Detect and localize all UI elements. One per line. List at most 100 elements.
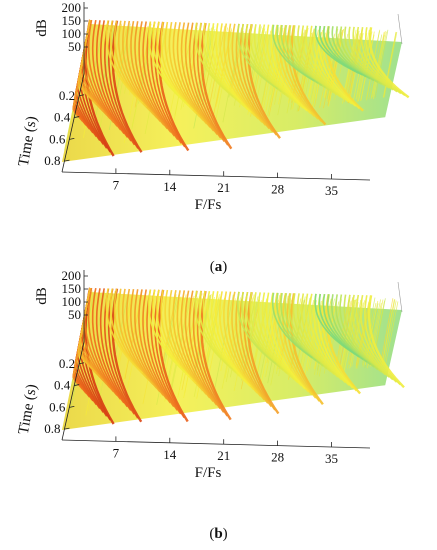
harmonic-ridge-1 <box>91 287 125 404</box>
harmonic-ridge-4 <box>223 291 258 394</box>
harmonic-ridge-4 <box>219 291 255 391</box>
harmonic-ridge-1 <box>103 20 136 146</box>
x-tick-label: 21 <box>217 180 230 195</box>
harmonic-ridge-7 <box>359 294 398 383</box>
harmonic-ridge-3 <box>192 290 225 413</box>
z-tick-label: 150 <box>62 281 82 296</box>
harmonic-ridge-5 <box>253 24 293 101</box>
harmonic-ridge-6 <box>325 26 365 112</box>
y-tick-label: 0.8 <box>44 421 60 436</box>
harmonic-ridge-6 <box>321 293 358 392</box>
harmonic-ridge-2 <box>154 289 185 419</box>
y-tick-label: 0.6 <box>49 399 66 414</box>
harmonic-ridge-3 <box>184 290 218 406</box>
x-tick-label: 14 <box>163 447 177 462</box>
harmonic-ridge-5 <box>289 293 324 406</box>
harmonic-ridge-7 <box>314 293 357 356</box>
x-tick-label: 14 <box>163 179 177 194</box>
harmonic-ridge-1 <box>87 19 122 131</box>
harmonic-ridge-6 <box>304 293 343 381</box>
harmonic-ridge-3 <box>148 289 186 373</box>
harmonic-ridge-3 <box>196 22 229 146</box>
harmonic-ridge-1 <box>99 288 132 411</box>
harmonic-ridge-6 <box>292 25 334 94</box>
harmonic-ridge-2 <box>142 289 175 408</box>
harmonic-ridge-6 <box>325 293 362 395</box>
x-axis-line <box>61 439 371 449</box>
y-tick-label: 0.8 <box>44 153 60 168</box>
y-axis-line <box>61 73 85 173</box>
harmonic-ridge-4 <box>207 22 245 107</box>
harmonic-ridge-4 <box>227 23 263 123</box>
harmonic-ridge-6 <box>309 293 346 384</box>
harmonic-ridge-3 <box>168 289 204 392</box>
harmonic-ridge-6 <box>296 293 335 375</box>
harmonic-ridge-5 <box>270 24 308 112</box>
harmonic-ridge-1 <box>107 288 139 419</box>
harmonic-ridge-4 <box>235 291 269 404</box>
harmonic-ridge-1 <box>91 19 125 135</box>
harmonic-ridge-7 <box>360 26 402 95</box>
harmonic-ridge-4 <box>219 23 256 117</box>
x-tick-label: 7 <box>113 177 120 192</box>
harmonic-ridge-5 <box>273 292 310 393</box>
harmonic-ridge-2 <box>146 289 178 411</box>
harmonic-ridge-5 <box>269 292 306 390</box>
harmonic-ridge-3 <box>200 22 233 150</box>
harmonic-ridge-3 <box>172 22 208 125</box>
harmonic-ridge-7 <box>351 294 390 378</box>
harmonic-ridge-7 <box>364 27 406 97</box>
harmonic-ridge-3 <box>160 21 197 114</box>
harmonic-ridge-3 <box>176 290 211 399</box>
harmonic-ridge-7 <box>355 294 394 381</box>
x-tick-label: 7 <box>113 445 120 460</box>
harmonic-ridge-6 <box>322 25 360 110</box>
harmonic-ridge-4 <box>239 23 274 133</box>
harmonic-ridge-4 <box>214 291 251 387</box>
harmonic-ridge-5 <box>236 291 277 365</box>
harmonic-ridge-5 <box>249 292 288 374</box>
z-tick-label: 150 <box>62 13 82 28</box>
harmonic-ridge-7 <box>364 295 401 386</box>
harmonic-ridge-7 <box>339 294 379 371</box>
harmonic-ridge-3 <box>188 290 221 410</box>
z-tick-label: 200 <box>62 268 82 283</box>
y-tick-label: 0.6 <box>49 131 66 146</box>
harmonic-ridge-7 <box>356 26 398 93</box>
harmonic-ridge-3 <box>148 21 187 104</box>
y-axis-label: Time (s) <box>16 383 41 436</box>
harmonic-ridge-2 <box>138 289 171 404</box>
harmonic-ridge-6 <box>300 293 339 378</box>
harmonic-ridge-5 <box>257 24 297 104</box>
harmonic-ridge-2 <box>157 21 190 152</box>
y-tick-label: 0.2 <box>59 88 75 103</box>
harmonic-ridge-1 <box>111 288 143 423</box>
caption-b: (b) <box>209 526 228 542</box>
x-axis-label: F/Fs <box>195 465 222 481</box>
harmonic-ridge-3 <box>160 289 197 384</box>
harmonic-ridge-3 <box>176 22 211 128</box>
harmonic-ridge-6 <box>313 293 350 386</box>
harmonic-ridge-7 <box>335 294 375 368</box>
harmonic-ridge-2 <box>105 20 144 104</box>
harmonic-ridge-4 <box>231 291 265 401</box>
harmonic-ridge-3 <box>188 22 222 139</box>
harmonic-ridge-3 <box>164 21 201 118</box>
x-axis-line <box>61 171 371 181</box>
harmonic-ridge-7 <box>343 294 383 373</box>
x-tick-label: 28 <box>271 182 284 197</box>
harmonic-ridge-1 <box>111 20 143 153</box>
harmonic-ridge-5 <box>286 293 320 402</box>
caption-a: (a) <box>209 259 228 275</box>
harmonic-ridge-4 <box>194 290 234 370</box>
harmonic-ridge-7 <box>352 26 394 91</box>
harmonic-ridge-7 <box>344 26 386 87</box>
harmonic-ridge-7 <box>347 294 386 376</box>
harmonic-ridge-4 <box>227 291 262 397</box>
z-axis-label: dB <box>34 287 50 305</box>
harmonic-ridge-2 <box>138 21 172 133</box>
harmonic-ridge-2 <box>126 20 162 123</box>
harmonic-ridge-6 <box>297 25 338 96</box>
harmonic-ridge-7 <box>330 294 371 366</box>
harmonic-ridge-4 <box>235 23 270 130</box>
